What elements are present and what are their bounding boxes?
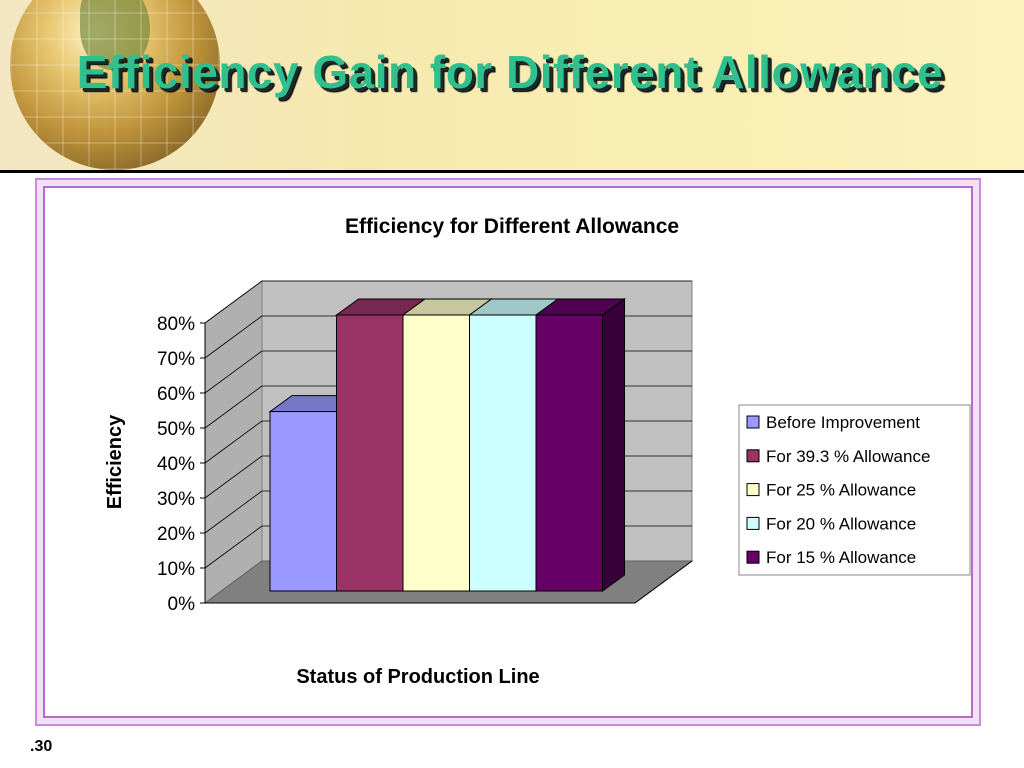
y-tick-label: 80% bbox=[157, 314, 195, 335]
y-tick-label: 60% bbox=[157, 384, 195, 405]
legend-swatch bbox=[746, 516, 760, 530]
legend-swatch bbox=[746, 415, 760, 429]
header-divider bbox=[0, 170, 1024, 173]
legend-label: For 15 % Allowance bbox=[766, 548, 916, 567]
gridline-side bbox=[204, 420, 263, 464]
globe-image bbox=[10, 0, 220, 170]
bar-front bbox=[535, 314, 603, 592]
legend-label: For 39.3 % Allowance bbox=[766, 447, 930, 466]
y-tick-label: 50% bbox=[157, 419, 195, 440]
gridline-side bbox=[204, 525, 263, 569]
slide-title: Efficiency Gain for Different Allowance bbox=[76, 46, 944, 98]
y-tick-label: 10% bbox=[157, 559, 195, 580]
legend-box bbox=[738, 404, 971, 576]
y-tick-label: 40% bbox=[157, 454, 195, 475]
y-tick-label: 0% bbox=[168, 594, 196, 615]
bar-side bbox=[602, 298, 625, 592]
y-tick-label: 20% bbox=[157, 524, 195, 545]
bar-front bbox=[269, 411, 337, 592]
bar-5 bbox=[534, 298, 627, 592]
chart-title: Efficiency for Different Allowance bbox=[345, 215, 679, 238]
slide-number: .30 bbox=[30, 738, 53, 755]
bar-front bbox=[402, 314, 470, 592]
x-axis-label: Status of Production Line bbox=[296, 666, 539, 688]
legend-label: Before Improvement bbox=[766, 413, 920, 432]
y-tick-label: 30% bbox=[157, 489, 195, 510]
gridline-side bbox=[204, 490, 263, 534]
y-tick-label: 70% bbox=[157, 349, 195, 370]
header-band bbox=[0, 0, 1024, 170]
gridline-side bbox=[204, 350, 263, 394]
gridline-side bbox=[204, 280, 263, 324]
legend-label: For 25 % Allowance bbox=[766, 481, 916, 500]
legend-swatch bbox=[746, 550, 760, 564]
x-axis-depth-line bbox=[634, 560, 693, 604]
bar-front bbox=[469, 314, 537, 592]
gridline-side bbox=[204, 385, 263, 429]
gridline-side bbox=[204, 455, 263, 499]
bar-front bbox=[336, 314, 404, 592]
legend-swatch bbox=[746, 449, 760, 463]
legend-label: For 20 % Allowance bbox=[766, 514, 916, 533]
legend-swatch bbox=[746, 483, 760, 497]
y-axis-label: Efficiency bbox=[104, 414, 126, 509]
gridline-side bbox=[204, 315, 263, 359]
